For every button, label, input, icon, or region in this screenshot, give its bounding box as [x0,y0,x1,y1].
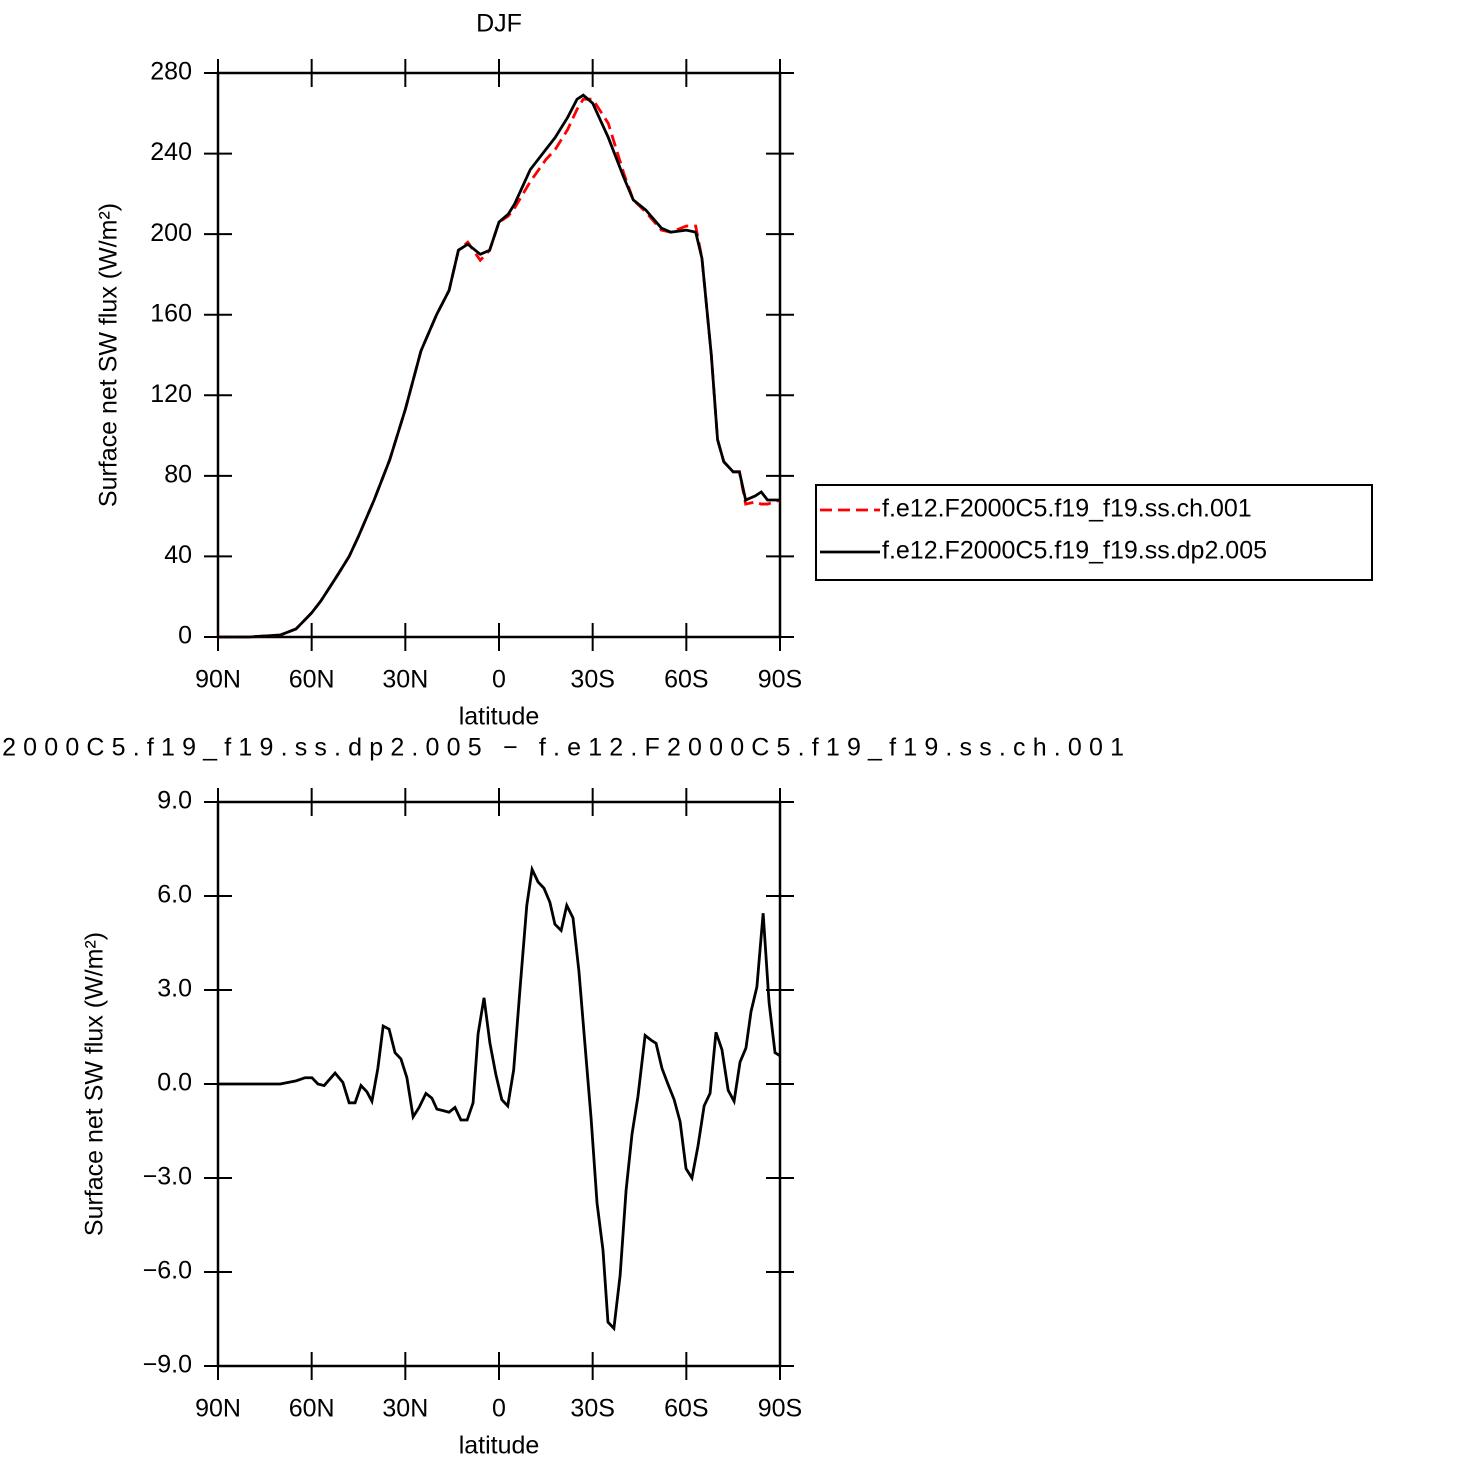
legend-label: f.e12.F2000C5.f19_f19.ss.ch.001 [882,495,1252,523]
y-tick-label: 0 [178,622,192,650]
y-axis-label: Surface net SW flux (W/m²) [95,203,123,507]
x-tick-label: 60S [664,666,708,694]
y-tick-label: 280 [150,58,192,86]
y-tick-label: 160 [150,299,192,327]
panel: DJF latitude Surface net SW flux (W/m²) 90N… [95,10,1373,731]
x-axis-label: latitude [459,703,540,731]
panel: f.e12.F2000C5.f19_f19.ss.dp2.005 − f.e12… [0,734,1124,1460]
y-tick-label: −9.0 [143,1351,192,1379]
x-tick-label: 30N [382,666,428,694]
data-line [218,864,781,1332]
legend-label: f.e12.F2000C5.f19_f19.ss.dp2.005 [882,537,1267,565]
y-tick-label: 3.0 [157,975,192,1003]
y-tick-label: 0.0 [157,1069,192,1097]
x-tick-label: 60N [289,1395,335,1423]
y-tick-label: −3.0 [143,1163,192,1191]
y-axis-label: Surface net SW flux (W/m²) [81,932,109,1236]
y-tick-label: 240 [150,138,192,166]
x-tick-label: 90S [758,666,802,694]
y-tick-label: 80 [164,460,192,488]
x-tick-label: 0 [492,1395,506,1423]
x-tick-label: 90S [758,1395,802,1423]
x-tick-label: 60S [664,1395,708,1423]
x-axis-label: latitude [459,1432,540,1460]
y-tick-label: 120 [150,380,192,408]
x-tick-label: 90N [195,1395,241,1423]
y-tick-label: 40 [164,541,192,569]
legend-box [815,484,1373,581]
x-tick-label: 30N [382,1395,428,1423]
y-tick-label: 200 [150,219,192,247]
x-tick-label: 30S [570,666,614,694]
chart-title: f.e12.F2000C5.f19_f19.ss.dp2.005 − f.e12… [0,734,1124,762]
x-tick-label: 30S [570,1395,614,1423]
x-tick-label: 60N [289,666,335,694]
y-tick-label: 9.0 [157,787,192,815]
y-tick-label: −6.0 [143,1257,192,1285]
x-tick-label: 90N [195,666,241,694]
data-line [218,93,780,639]
chart-title: DJF [476,10,522,38]
data-line [218,97,781,639]
x-tick-label: 0 [492,666,506,694]
plot-frame [216,71,782,639]
y-tick-label: 6.0 [157,881,192,909]
